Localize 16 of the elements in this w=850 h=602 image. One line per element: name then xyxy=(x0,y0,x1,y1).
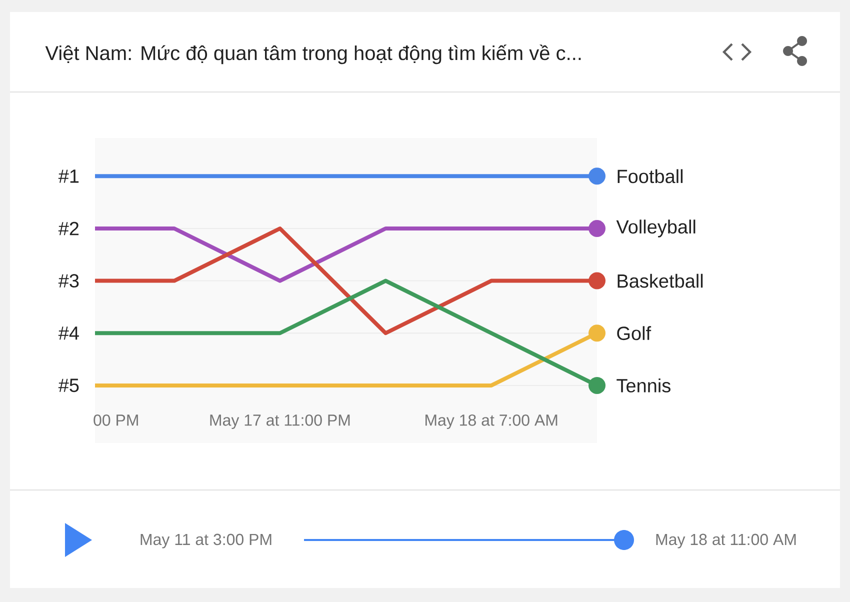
series-label: Volleyball xyxy=(616,220,696,238)
text: May 11 at 3:00 PM xyxy=(140,534,272,548)
series-label: Tennis xyxy=(616,378,670,392)
y-tick-label: #2 xyxy=(58,222,79,236)
y-tick-label: #5 xyxy=(58,378,79,392)
y-tick-label: #3 xyxy=(58,274,79,288)
chart-title: Việt Nam: Mức độ quan tâm trong hoạt động tìm kiếm về c... xyxy=(45,44,581,64)
series-label: Football xyxy=(618,169,683,184)
y-tick-label: #1 xyxy=(58,170,79,183)
series-label: Basketball xyxy=(618,274,703,288)
x-tick-label: May 18 at 7:00 AM xyxy=(425,414,558,430)
text: May 18 at 11:00 AM xyxy=(656,534,796,548)
series-label: Golf xyxy=(617,326,652,340)
x-tick-label: May 17 at 11:00 PM xyxy=(210,414,350,430)
x-tick-label: 00 PM xyxy=(94,414,138,426)
y-tick-label: #4 xyxy=(58,326,79,340)
